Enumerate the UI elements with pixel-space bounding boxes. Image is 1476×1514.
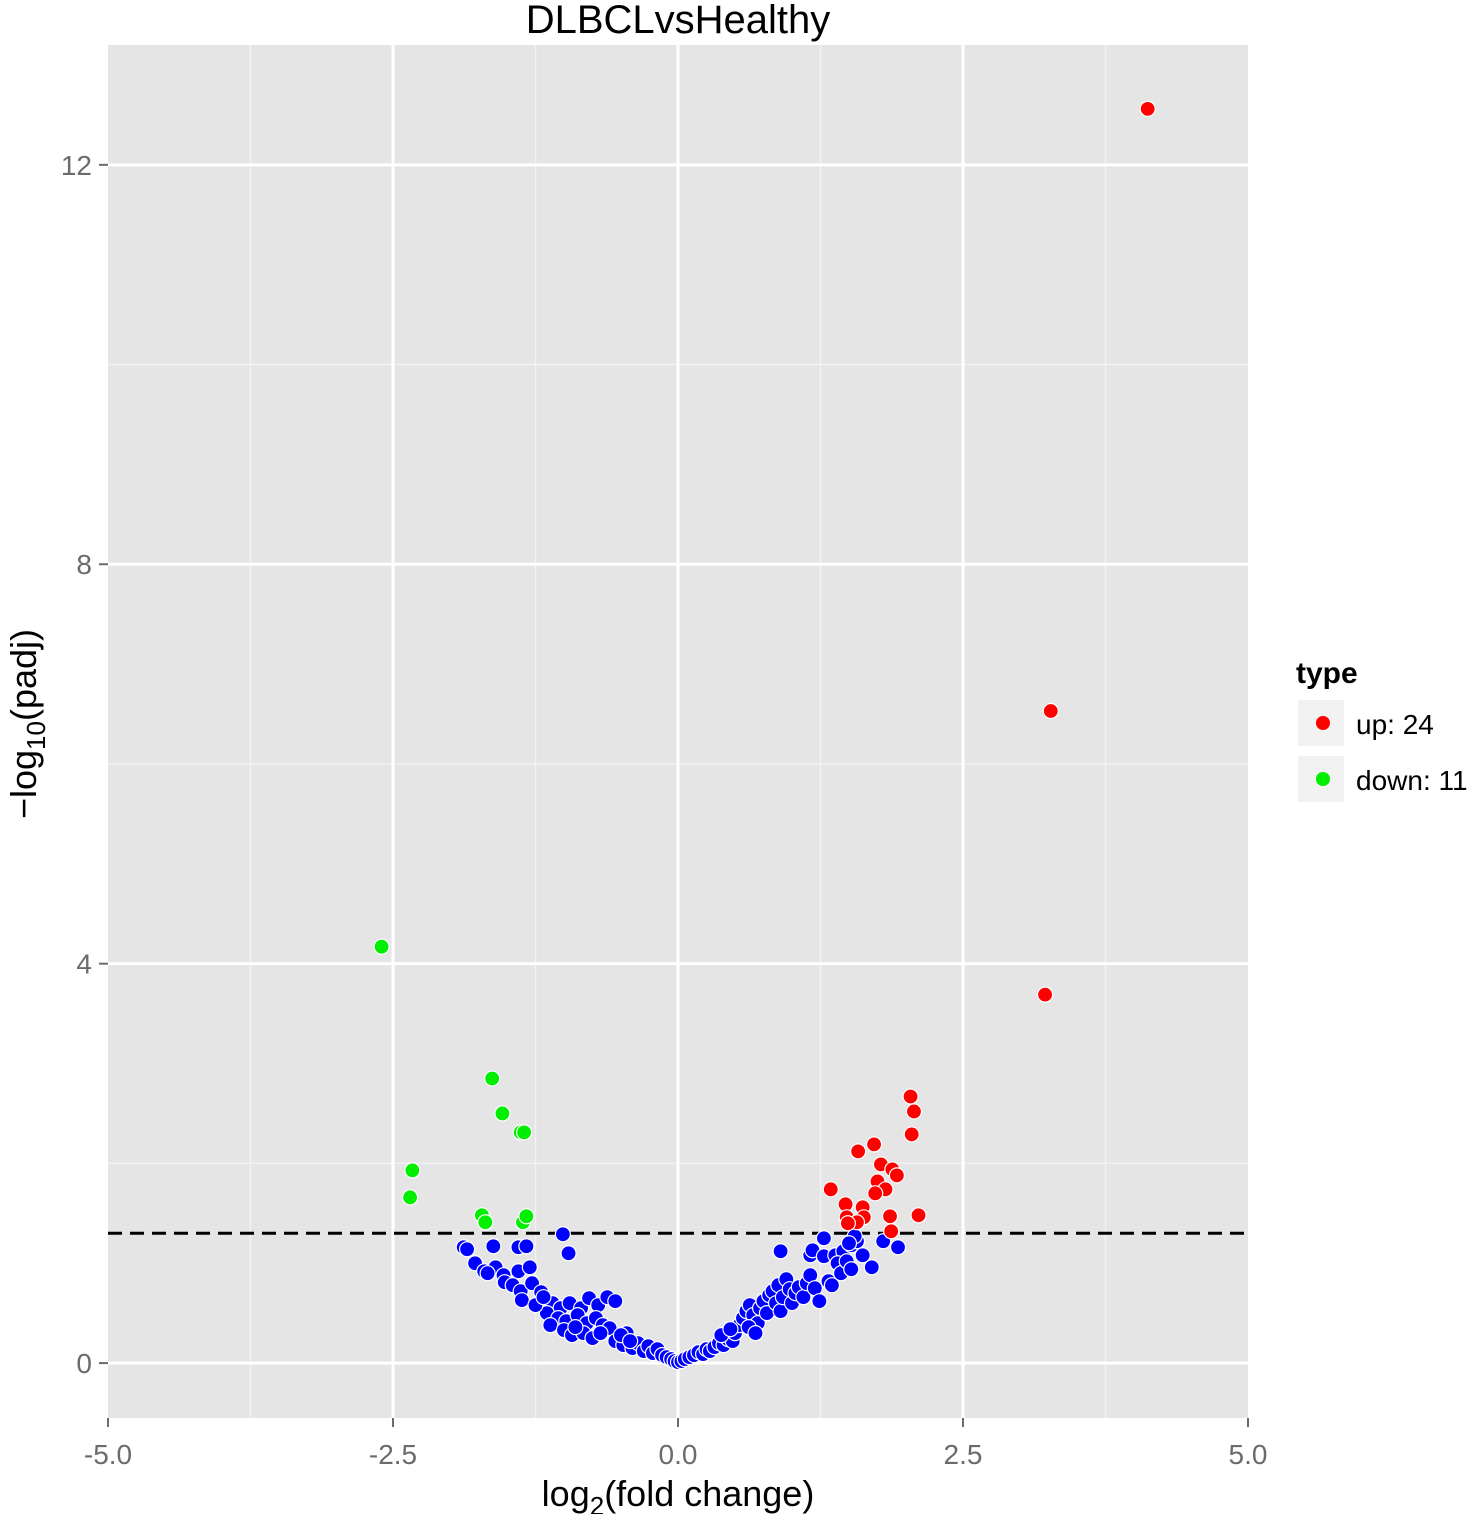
- point-nosig: [622, 1333, 639, 1350]
- x-tick-label: 2.5: [944, 1439, 983, 1470]
- legend-marker-up: [1316, 716, 1330, 730]
- legend-label-down: down: 11: [1356, 765, 1468, 796]
- y-tick-label: 8: [76, 549, 92, 580]
- point-nosig: [840, 1235, 858, 1252]
- point-nosig: [722, 1321, 739, 1338]
- point-nosig: [843, 1261, 860, 1278]
- point-nosig: [815, 1230, 833, 1247]
- data-points: [373, 100, 1156, 1371]
- point-down: [402, 1189, 419, 1206]
- x-axis-title: log2(fold change): [542, 1473, 815, 1514]
- point-up: [850, 1143, 867, 1160]
- point-up: [822, 1181, 839, 1198]
- point-nosig: [560, 1245, 577, 1262]
- y-tick-label: 12: [61, 150, 92, 181]
- point-down: [518, 1208, 535, 1225]
- x-tick-labels: -5.0 -2.5 0.0 2.5 5.0: [84, 1439, 1268, 1470]
- point-down: [484, 1070, 501, 1087]
- point-up: [1036, 986, 1054, 1003]
- point-up: [903, 1126, 920, 1143]
- legend-label-up: up: 24: [1356, 709, 1434, 740]
- point-nosig: [747, 1325, 764, 1342]
- y-axis-title: −log10(padj): [3, 629, 51, 819]
- point-nosig: [542, 1317, 559, 1334]
- point-up: [888, 1167, 905, 1184]
- y-tick-labels: 0 4 8 12: [61, 150, 92, 1379]
- point-up: [839, 1215, 856, 1232]
- y-tick-label: 4: [76, 949, 92, 980]
- point-nosig: [889, 1239, 907, 1256]
- point-nosig: [479, 1265, 496, 1282]
- point-nosig: [554, 1226, 571, 1243]
- point-nosig: [485, 1238, 502, 1255]
- point-nosig: [863, 1259, 880, 1276]
- point-up: [867, 1185, 884, 1202]
- point-down: [477, 1214, 494, 1231]
- point-up: [1042, 702, 1059, 720]
- point-nosig: [567, 1319, 584, 1336]
- point-nosig: [772, 1243, 789, 1260]
- point-nosig: [518, 1238, 535, 1255]
- point-nosig: [535, 1289, 552, 1306]
- legend: type up: 24 down: 11: [1296, 657, 1468, 802]
- point-down: [373, 938, 390, 955]
- axis-ticks: [99, 163, 1249, 1427]
- point-up: [865, 1136, 883, 1153]
- x-tick-label: 5.0: [1229, 1439, 1268, 1470]
- legend-title: type: [1296, 657, 1358, 690]
- point-up: [1139, 100, 1156, 118]
- point-down: [404, 1162, 421, 1179]
- y-tick-label: 0: [76, 1348, 92, 1379]
- chart-title: DLBCLvsHealthy: [526, 0, 831, 42]
- point-nosig: [592, 1325, 609, 1342]
- point-up: [905, 1103, 923, 1120]
- point-up: [883, 1223, 900, 1240]
- point-nosig: [854, 1247, 871, 1264]
- x-tick-label: -5.0: [84, 1439, 132, 1470]
- point-nosig: [459, 1241, 476, 1258]
- point-up: [910, 1207, 927, 1224]
- x-tick-label: -2.5: [369, 1439, 417, 1470]
- point-down: [515, 1124, 533, 1141]
- legend-marker-down: [1316, 772, 1330, 786]
- point-up: [902, 1088, 919, 1105]
- point-up: [881, 1208, 899, 1225]
- point-nosig: [607, 1293, 624, 1310]
- point-nosig: [513, 1292, 530, 1309]
- point-nosig: [823, 1277, 841, 1294]
- point-nosig: [811, 1293, 828, 1310]
- point-down: [494, 1105, 511, 1122]
- x-tick-label: 0.0: [659, 1439, 698, 1470]
- point-nosig: [521, 1259, 538, 1276]
